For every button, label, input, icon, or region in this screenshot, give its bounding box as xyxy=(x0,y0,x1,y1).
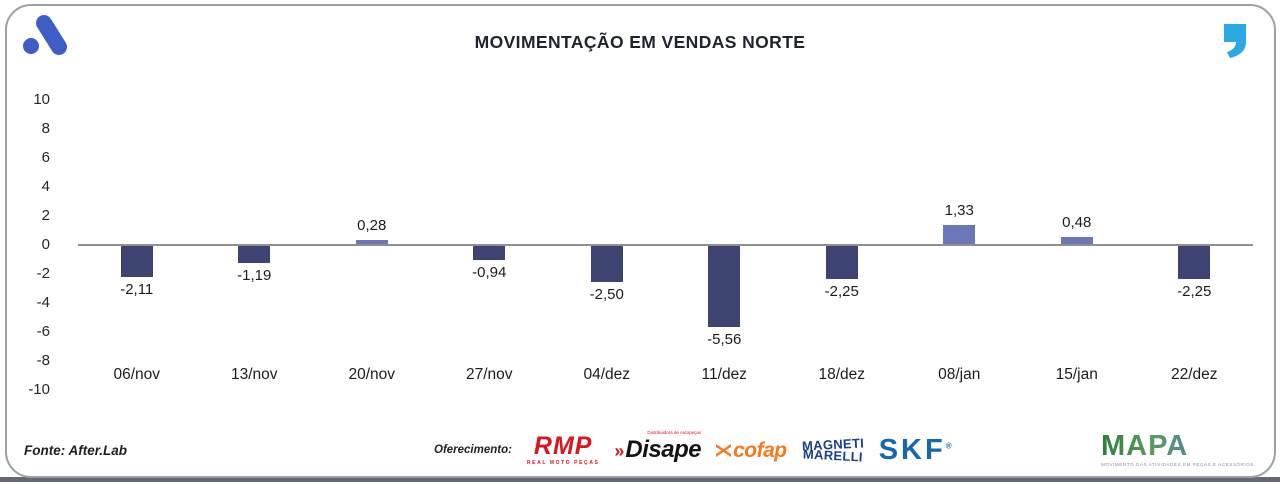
magneti-marelli-logo: MAGNETI MARELLI xyxy=(801,435,864,465)
chart-title: MOVIMENTAÇÃO EM VENDAS NORTE xyxy=(474,32,806,52)
disape-logo-subtext: Distribuidora de Autopeças xyxy=(647,430,702,435)
mapa-logo: MAPA MOVIMENTO DAS ATIVIDADES EM PEÇAS E… xyxy=(1101,432,1254,468)
skf-logo-text: SKF xyxy=(878,433,946,466)
sponsor-label: Oferecimento: xyxy=(434,444,512,456)
quote-mark-icon xyxy=(1222,24,1248,58)
rmp-logo-subtext: REAL MOTO PEÇAS xyxy=(526,460,600,466)
rmp-logo-text: RMP xyxy=(533,432,593,460)
cofap-logo-text: cofap xyxy=(733,438,787,462)
disape-logo-text: Disape xyxy=(625,436,702,463)
chart-card xyxy=(5,4,1276,478)
afterlab-logo-icon xyxy=(22,14,68,58)
sponsors-row: Oferecimento: RMP REAL MOTO PEÇAS » Disa… xyxy=(434,428,952,472)
bottom-edge-strip xyxy=(0,477,1280,482)
source-text: Fonte: After.Lab xyxy=(24,443,127,458)
skf-registered-mark: ® xyxy=(945,440,952,450)
disape-chevrons-icon: » xyxy=(614,441,625,461)
rmp-logo: RMP REAL MOTO PEÇAS xyxy=(527,434,599,466)
skf-logo: SKF® xyxy=(878,433,952,466)
magneti-line2: MARELLI xyxy=(802,446,863,465)
cofap-logo: cofap xyxy=(716,440,787,461)
cofap-x-icon xyxy=(716,443,732,457)
mapa-logo-text: MAPA xyxy=(1101,432,1254,461)
mapa-tagline: MOVIMENTO DAS ATIVIDADES EM PEÇAS E ACES… xyxy=(1100,462,1254,467)
disape-logo: » Disape Distribuidora de Autopeças xyxy=(614,430,702,463)
